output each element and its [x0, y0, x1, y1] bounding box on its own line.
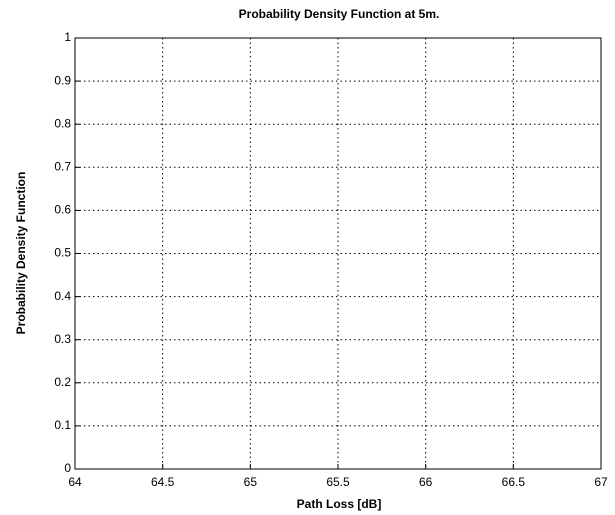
x-tick-label: 66.5 [502, 475, 526, 489]
y-tick-label: 0.3 [54, 332, 71, 346]
chart-title: Probability Density Function at 5m. [239, 7, 440, 21]
y-tick-label: 0 [64, 461, 71, 475]
y-tick-label: 0.8 [54, 116, 71, 130]
y-tick-label: 0.9 [54, 73, 71, 87]
x-tick-label: 66 [419, 475, 433, 489]
y-tick-label: 0.4 [54, 289, 71, 303]
y-axis-label: Probability Density Function [14, 172, 28, 335]
y-tick-label: 0.6 [54, 203, 71, 217]
y-tick-label: 0.2 [54, 375, 71, 389]
x-axis-label: Path Loss [dB] [297, 497, 382, 511]
x-tick-label: 64.5 [151, 475, 175, 489]
y-tick-label: 0.5 [54, 246, 71, 260]
x-tick-label: 67 [594, 475, 608, 489]
x-tick-label: 65 [244, 475, 258, 489]
y-tick-label: 0.7 [54, 159, 71, 173]
y-tick-label: 1 [64, 30, 71, 44]
x-tick-label: 65.5 [326, 475, 350, 489]
y-tick-label: 0.1 [54, 418, 71, 432]
x-tick-label: 64 [68, 475, 82, 489]
plot-frame [74, 37, 602, 470]
